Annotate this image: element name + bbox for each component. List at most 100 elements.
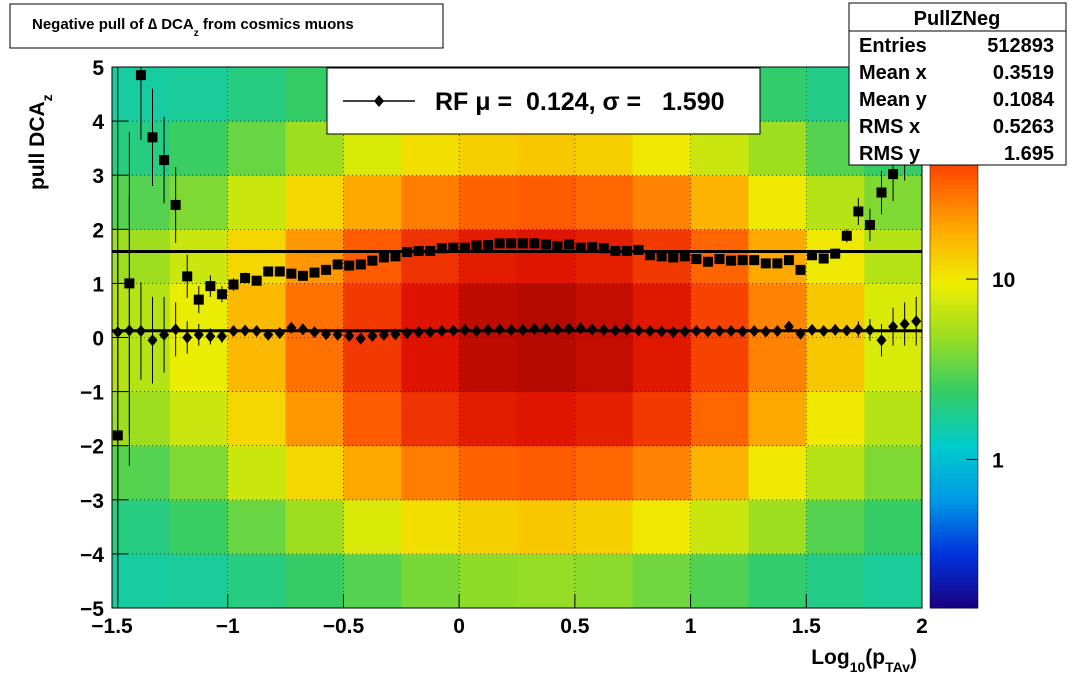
color-bar-step <box>930 242 978 248</box>
heat-cell <box>690 445 749 501</box>
heat-cell <box>285 445 344 501</box>
stats-title: PullZNeg <box>914 8 1001 30</box>
y-tick-label: −4 <box>80 544 104 567</box>
chart-title: Negative pull of ∆ DCAz from cosmics muo… <box>32 16 354 39</box>
y-tick-label: 2 <box>92 219 104 242</box>
color-bar-step <box>930 314 978 320</box>
diamond-marker <box>263 328 274 341</box>
heat-cell <box>169 553 229 609</box>
y-tick-label: −5 <box>80 598 104 621</box>
color-bar-step <box>930 526 978 532</box>
x-tick-label: 2 <box>916 615 928 638</box>
color-bar-step <box>930 396 978 402</box>
diamond-marker <box>830 323 841 336</box>
heat-cell <box>748 445 807 501</box>
square-marker <box>216 289 227 300</box>
color-bar-step <box>930 594 978 600</box>
color-bar-step <box>930 382 978 388</box>
square-marker <box>795 264 806 275</box>
heat-cell <box>401 175 460 230</box>
color-bar-step <box>930 224 978 230</box>
color-bar-step <box>930 481 978 487</box>
stats-label: RMS x <box>859 116 920 138</box>
title-text: Negative pull of ∆ DCA <box>32 16 194 33</box>
color-bar-step <box>930 562 978 568</box>
square-marker <box>691 254 702 265</box>
x-label-text: ) <box>910 646 917 669</box>
heat-cell <box>285 391 344 447</box>
heat-cell <box>690 175 749 230</box>
heat-cell <box>459 337 518 393</box>
square-marker <box>471 240 482 251</box>
diamond-marker <box>610 324 621 337</box>
heat-cell <box>169 499 229 555</box>
color-bar-step <box>930 351 978 357</box>
heat-cell <box>748 391 807 447</box>
square-marker <box>575 242 586 253</box>
diamond-marker <box>170 323 181 336</box>
square-marker <box>263 266 274 277</box>
square-marker <box>390 251 401 262</box>
overlay <box>112 67 922 608</box>
heat-cell <box>806 445 865 501</box>
heat-cell <box>343 553 402 609</box>
color-bar-step <box>930 238 978 244</box>
y-tick-label: −2 <box>80 436 104 459</box>
y-tick-label: 5 <box>92 57 104 80</box>
diamond-marker <box>564 322 575 335</box>
heat-cell <box>343 283 402 338</box>
heat-cell <box>574 445 634 501</box>
color-bar-step <box>930 589 978 595</box>
diamond-marker <box>772 325 783 338</box>
heat-cell <box>112 445 171 501</box>
x-tick-label: 0.5 <box>560 615 590 638</box>
heat-cell <box>227 553 287 609</box>
color-bar-step <box>930 436 978 442</box>
square-marker <box>251 275 262 286</box>
diamond-marker <box>818 325 829 338</box>
square-marker <box>807 250 818 261</box>
diamond-marker <box>679 325 690 338</box>
stats-label: RMS y <box>859 143 921 165</box>
heat-cell <box>864 553 923 609</box>
color-bar-step <box>930 391 978 397</box>
diamond-marker <box>494 323 505 336</box>
color-bar-step <box>930 166 978 172</box>
color-bar-step <box>930 310 978 316</box>
color-bar-step <box>930 184 978 190</box>
z-tick-label: 1 <box>992 449 1004 472</box>
diamond-marker <box>899 317 910 330</box>
square-marker <box>726 255 737 266</box>
heat-cell <box>806 553 865 609</box>
legend-text: RF μ = 0.124, σ = 1.590 <box>435 88 725 116</box>
x-label-text: (p <box>865 646 885 669</box>
heat-cell <box>517 391 576 447</box>
color-bar-step <box>930 477 978 483</box>
square-marker <box>668 252 679 263</box>
heat-cell <box>169 229 229 284</box>
square-marker <box>564 239 575 250</box>
heat-cell <box>169 121 229 176</box>
heat-cell <box>690 553 749 609</box>
diamond-marker <box>193 328 204 341</box>
title-subscript: z <box>194 28 199 39</box>
color-bar-step <box>930 522 978 528</box>
square-marker <box>274 266 285 277</box>
color-bar-step <box>930 269 978 275</box>
stats-value: 0.1084 <box>993 89 1055 111</box>
color-bar-step <box>930 369 978 375</box>
square-marker <box>286 268 297 279</box>
y-tick-label: −1 <box>80 382 104 405</box>
diamond-marker <box>888 320 899 333</box>
diamond-marker <box>274 327 285 340</box>
color-bar-step <box>930 251 978 257</box>
x-label-subscript: 10 <box>850 659 866 675</box>
color-bar-step <box>930 364 978 370</box>
color-bar-step <box>930 274 978 280</box>
heat-cell <box>285 499 344 555</box>
color-bar-step <box>930 423 978 429</box>
stats-label: Entries <box>859 35 927 57</box>
color-bar-step <box>930 468 978 474</box>
diamond-marker <box>147 334 158 347</box>
color-bar-step <box>930 445 978 451</box>
